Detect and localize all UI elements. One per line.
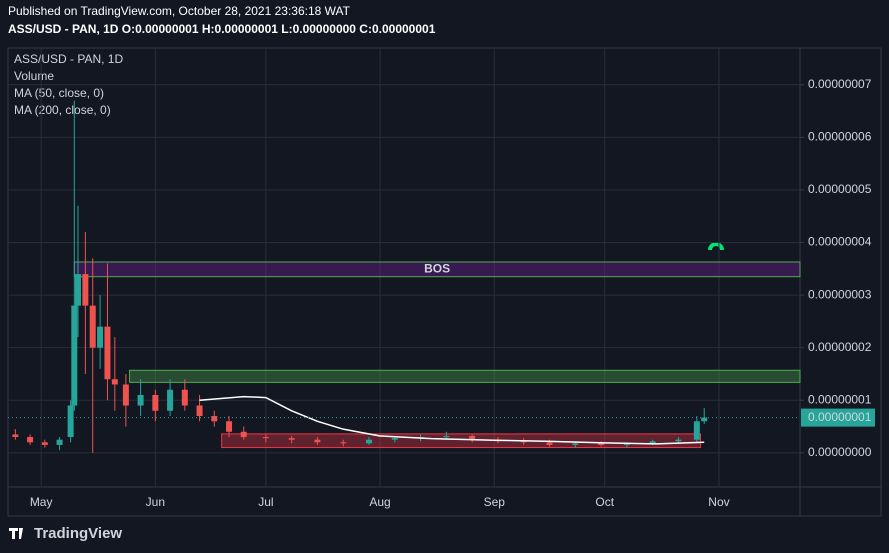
candle-body bbox=[340, 442, 347, 444]
candle-body bbox=[74, 274, 81, 306]
candle-body bbox=[469, 436, 476, 440]
candle-body bbox=[520, 441, 527, 443]
legend-entry: MA (200, close, 0) bbox=[14, 103, 111, 117]
y-tick-label: 0.00000004 bbox=[808, 235, 872, 249]
x-tick-label: Jun bbox=[146, 495, 165, 509]
candle-body bbox=[56, 439, 63, 445]
y-tick-label: 0.00000001 bbox=[808, 392, 872, 406]
legend-entry: MA (50, close, 0) bbox=[14, 86, 104, 100]
candle-body bbox=[598, 443, 605, 445]
x-tick-label: Sep bbox=[484, 495, 506, 509]
candle-body bbox=[181, 389, 188, 406]
candle-body bbox=[152, 394, 159, 411]
candle-body bbox=[546, 442, 553, 445]
brand: TradingView bbox=[34, 525, 122, 542]
candle-body bbox=[693, 421, 700, 440]
x-tick-label: May bbox=[30, 495, 53, 509]
x-tick-label: Aug bbox=[369, 495, 390, 509]
candle-body bbox=[67, 405, 74, 438]
candle-body bbox=[675, 439, 682, 442]
candle-body bbox=[27, 437, 34, 443]
zone bbox=[221, 433, 702, 449]
x-tick-label: Jul bbox=[258, 495, 273, 509]
candle-body bbox=[167, 389, 174, 411]
last-price-label: 0.00000001 bbox=[808, 410, 872, 424]
candle-body bbox=[288, 438, 295, 440]
candle-body bbox=[137, 394, 144, 406]
y-tick-label: 0.00000000 bbox=[808, 445, 872, 459]
y-tick-label: 0.00000006 bbox=[808, 130, 872, 144]
candle-body bbox=[262, 437, 269, 439]
y-tick-label: 0.00000007 bbox=[808, 77, 872, 91]
candle-body bbox=[572, 443, 579, 445]
zone bbox=[129, 369, 801, 383]
candle-body bbox=[71, 305, 78, 406]
y-tick-label: 0.00000002 bbox=[808, 340, 872, 354]
candle-body bbox=[82, 274, 89, 306]
last-price-box bbox=[801, 408, 875, 427]
candle-body bbox=[211, 416, 218, 422]
candle-body bbox=[366, 439, 373, 444]
candle-body bbox=[240, 431, 247, 438]
candle-body bbox=[41, 442, 48, 445]
candle-body bbox=[12, 434, 19, 438]
x-tick-label: Oct bbox=[595, 495, 614, 509]
ma-line bbox=[199, 395, 705, 445]
y-tick-label: 0.00000003 bbox=[808, 287, 872, 301]
candle-body bbox=[226, 421, 233, 432]
magnet-icon bbox=[708, 242, 724, 250]
logo bbox=[9, 528, 23, 539]
candle-body bbox=[111, 379, 118, 385]
candle-body bbox=[97, 326, 104, 348]
y-tick-label: 0.00000005 bbox=[808, 182, 872, 196]
ohlc: ASS/USD - PAN, 1D O:0.00000001 H:0.00000… bbox=[8, 22, 436, 36]
candle-body bbox=[104, 326, 111, 380]
published: Published on TradingView.com, October 28… bbox=[8, 4, 351, 18]
candle-body bbox=[701, 417, 708, 422]
zone-label: BOS bbox=[424, 262, 450, 276]
x-tick-label: Nov bbox=[708, 495, 729, 509]
candle-body bbox=[623, 443, 630, 445]
frame bbox=[7, 47, 882, 517]
candle-body bbox=[196, 405, 203, 417]
candle-body bbox=[443, 436, 450, 438]
candle-body bbox=[314, 439, 321, 443]
candle-body bbox=[391, 438, 398, 440]
chart-title: ASS/USD - PAN, 1D bbox=[14, 52, 123, 66]
candle-body bbox=[649, 441, 656, 444]
candle-body bbox=[89, 305, 96, 348]
legend-entry: Volume bbox=[14, 69, 54, 83]
candle-body bbox=[122, 384, 129, 406]
